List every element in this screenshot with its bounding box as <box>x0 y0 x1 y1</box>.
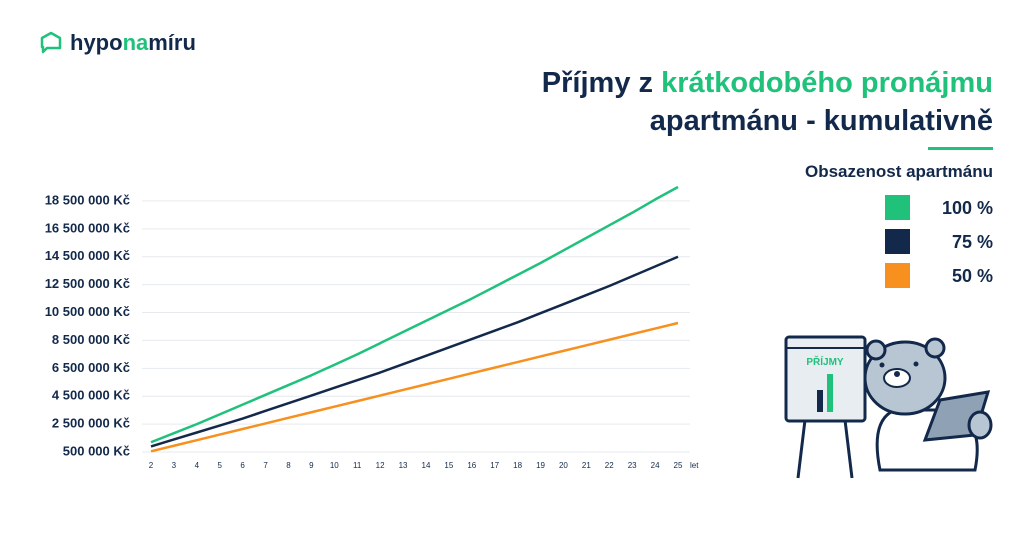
title-highlight: krátkodobého pronájmu <box>661 67 993 99</box>
x-tick-label: 9 <box>309 461 314 470</box>
x-tick-label: 5 <box>218 461 223 470</box>
y-tick-label: 10 500 000 Kč <box>45 304 130 319</box>
y-tick-label: 12 500 000 Kč <box>45 276 130 291</box>
series-line <box>150 185 679 444</box>
x-tick-label: 10 <box>330 461 339 470</box>
easel-leg <box>796 419 807 479</box>
bear-nose <box>894 371 900 377</box>
x-tick-label: 20 <box>559 461 568 470</box>
illustration: PŘÍJMY <box>784 335 993 479</box>
y-tick-label: 6 500 000 Kč <box>52 360 130 375</box>
x-tick-label: 14 <box>422 461 431 470</box>
title-part: Příjmy z <box>542 67 653 99</box>
bear-eye <box>879 362 885 368</box>
legend-title: Obsazenost apartmánu <box>805 162 993 181</box>
title-underline <box>928 147 993 150</box>
x-tick-label: 7 <box>263 461 268 470</box>
legend-label: 75 % <box>952 232 993 252</box>
x-tick-label: 22 <box>605 461 614 470</box>
board-label: PŘÍJMY <box>806 355 844 368</box>
x-tick-label: 6 <box>240 461 245 470</box>
x-unit: let <box>690 461 699 470</box>
x-tick-label: 13 <box>399 461 408 470</box>
x-tick-label: 17 <box>490 461 499 470</box>
y-tick-label: 4 500 000 Kč <box>52 388 130 403</box>
y-tick-label: 8 500 000 Kč <box>52 332 130 347</box>
logo-part: míru <box>148 30 196 55</box>
x-tick-label: 23 <box>628 461 637 470</box>
board-bar-icon <box>827 374 833 412</box>
x-tick-label: 12 <box>376 461 385 470</box>
series-line <box>150 255 679 448</box>
easel-leg <box>843 419 854 479</box>
chart-title: Příjmy z krátkodobého pronájmu <box>542 67 993 99</box>
logo-part: hypo <box>70 30 123 55</box>
bear-paw <box>967 410 993 440</box>
y-tick-label: 2 500 000 Kč <box>52 416 130 431</box>
y-tick-label: 18 500 000 Kč <box>45 192 130 207</box>
legend-swatch <box>885 263 910 288</box>
x-tick-label: 2 <box>149 461 154 470</box>
board-bar-icon <box>817 390 823 412</box>
x-tick-label: 24 <box>651 461 660 470</box>
x-tick-label: 4 <box>195 461 200 470</box>
bear-snout <box>883 368 911 388</box>
series-line <box>150 321 679 453</box>
logo-text: hyponamíru <box>70 30 196 55</box>
x-tick-label: 15 <box>444 461 453 470</box>
chart-title: apartmánu - kumulativně <box>650 105 993 137</box>
logo: hyponamíru <box>40 30 196 55</box>
bear-ear <box>865 339 887 361</box>
bear-eye <box>913 361 919 367</box>
logo-icon <box>40 31 62 54</box>
bear-ear <box>924 337 946 359</box>
legend-swatch <box>885 195 910 220</box>
y-tick-label: 14 500 000 Kč <box>45 248 130 263</box>
y-tick-label: 16 500 000 Kč <box>45 220 130 235</box>
x-tick-label: 18 <box>513 461 522 470</box>
y-tick-label: 500 000 Kč <box>63 443 130 458</box>
logo-highlight: na <box>123 30 149 55</box>
x-tick-label: 3 <box>172 461 177 470</box>
legend-swatch <box>885 229 910 254</box>
x-tick-label: 21 <box>582 461 591 470</box>
x-tick-label: 16 <box>467 461 476 470</box>
x-tick-label: 19 <box>536 461 545 470</box>
x-tick-label: 11 <box>353 461 362 470</box>
easel-board <box>784 335 867 423</box>
legend-label: 50 % <box>952 266 993 286</box>
legend-label: 100 % <box>942 198 993 218</box>
x-tick-label: 25 <box>674 461 683 470</box>
x-tick-label: 8 <box>286 461 291 470</box>
